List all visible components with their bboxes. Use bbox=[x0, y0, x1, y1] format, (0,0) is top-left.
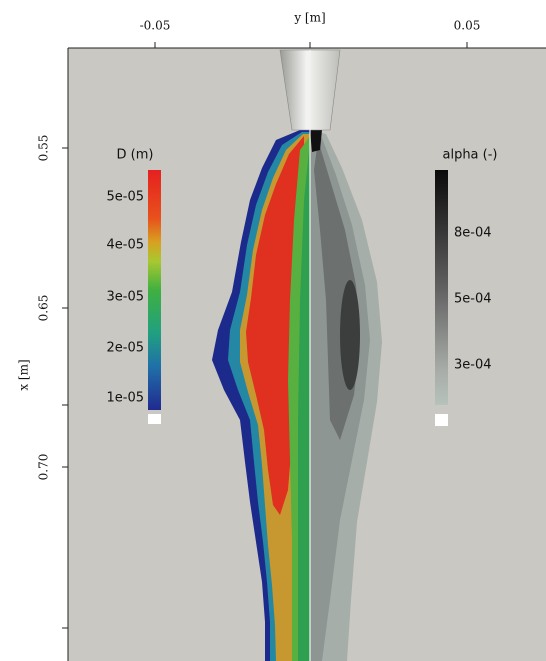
alpha-contours bbox=[310, 130, 382, 661]
colorbar-label: 1e-05 bbox=[106, 391, 144, 406]
left-tick-label: 0.65 bbox=[37, 295, 51, 322]
top-axis-label: y [m] bbox=[293, 11, 325, 25]
colorbar-alpha: alpha (-) 8e-04 5e-04 3e-04 bbox=[435, 148, 498, 426]
colorbar-below bbox=[148, 414, 161, 424]
colorbar-below bbox=[435, 414, 448, 426]
top-tick-label: 0.05 bbox=[454, 19, 481, 33]
left-axis-label: x [m] bbox=[17, 359, 31, 390]
axis-ticks bbox=[62, 42, 468, 629]
colorbar bbox=[148, 170, 161, 410]
colorbar-label: 5e-04 bbox=[454, 292, 492, 307]
colorbar-label: 3e-05 bbox=[106, 290, 144, 305]
colorbar-label: 8e-04 bbox=[454, 226, 492, 241]
top-tick-label: -0.05 bbox=[140, 19, 171, 33]
colorbar-d: D (m) 5e-05 4e-05 3e-05 2e-05 1e-05 bbox=[106, 148, 161, 424]
left-tick-label: 0.70 bbox=[37, 454, 51, 481]
d-contours bbox=[212, 130, 310, 661]
left-tick-label: 0.55 bbox=[37, 135, 51, 162]
colorbar bbox=[435, 170, 448, 405]
colorbar-label: 3e-04 bbox=[454, 358, 492, 373]
colorbar-title: alpha (-) bbox=[442, 148, 497, 163]
colorbar-label: 5e-05 bbox=[106, 190, 144, 205]
colorbar-label: 2e-05 bbox=[106, 341, 144, 356]
colorbar-label: 4e-05 bbox=[106, 238, 144, 253]
colorbar-title: D (m) bbox=[117, 148, 154, 163]
